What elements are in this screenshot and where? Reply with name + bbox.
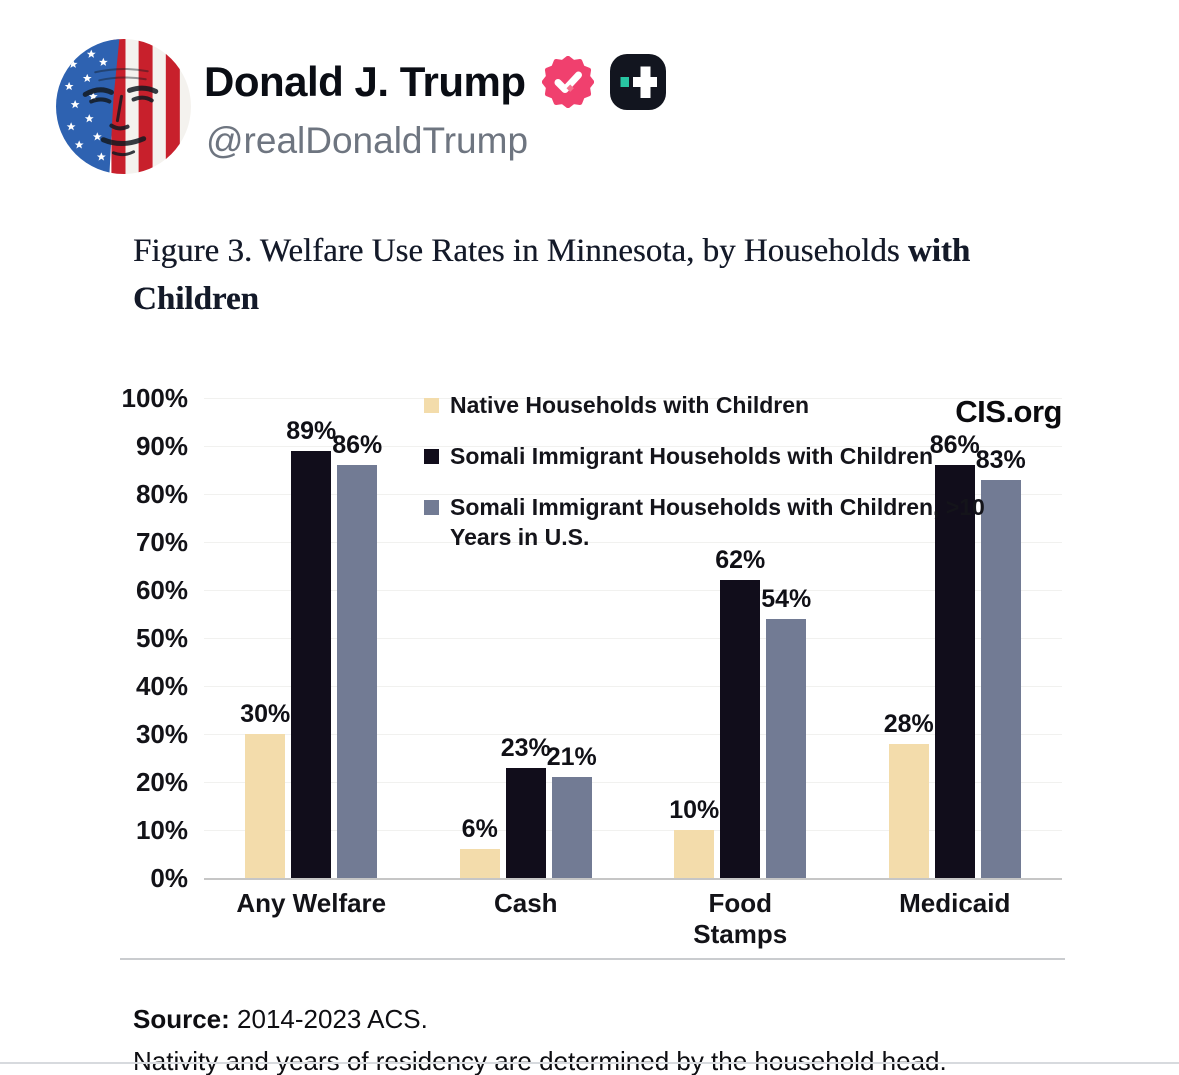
category-label: Cash (493, 888, 558, 918)
figure-title-bold: with Children (133, 233, 971, 317)
legend-item: Somali Immigrant Households with Childre… (424, 492, 985, 552)
author-name[interactable]: Donald J. Trump (204, 58, 526, 105)
category-label: Medicaid (899, 888, 1011, 918)
watermark: CIS.org (955, 394, 1062, 429)
gridline (204, 590, 1062, 591)
source-line: Source: 2014-2023 ACS. (133, 998, 947, 1040)
chart-legend: Native Households with Children Somali Im… (424, 390, 985, 573)
source-label: Source: (133, 1004, 230, 1034)
bar-value-label: 89% (286, 416, 337, 445)
bar-value-label: 6% (461, 815, 498, 844)
source-note: Nativity and years of residency are dete… (133, 1046, 947, 1075)
bar-value-label: 83% (975, 445, 1026, 474)
author-row: Donald J. Trump (204, 52, 666, 112)
y-tick-label: 40% (135, 671, 188, 701)
bar-value-label: 54% (761, 584, 812, 613)
y-axis: 100% 90% 80% 70% 60% 50% 40% 30% 20% 10% 0% (108, 383, 189, 893)
y-tick-label: 10% (135, 815, 188, 845)
bar-value-label: 86% (929, 431, 980, 460)
legend-swatch (424, 500, 439, 515)
gridline (204, 494, 1062, 495)
bar: 54% (761, 585, 811, 878)
y-tick-label: 0% (150, 863, 188, 893)
bar-value-label: 30% (240, 700, 291, 728)
gridline (204, 830, 1062, 831)
checkmark-icon (554, 71, 582, 93)
y-tick-label: 100% (121, 383, 189, 413)
post-divider (0, 1062, 1179, 1064)
gridline (204, 542, 1062, 543)
figure-divider (120, 958, 1065, 960)
truth-social-badge-icon (609, 54, 666, 110)
gridline (204, 638, 1062, 639)
bar-group: 30% 89% 86% (236, 417, 386, 878)
truth-teal-square (620, 77, 629, 87)
flag-face-avatar-image (56, 39, 191, 174)
verified-seal-edge (541, 56, 594, 108)
y-tick-label: 50% (135, 623, 188, 653)
legend-label: Native Households with Children (450, 392, 810, 418)
bar: 10% (669, 796, 719, 878)
bar-value-label: 10% (669, 796, 720, 824)
bar: 86% (332, 431, 382, 878)
legend-label: Somali Immigrant Households with Childre… (450, 494, 985, 550)
legend-swatch (424, 449, 439, 464)
legend-item: Somali Immigrant Households with Childre… (424, 441, 985, 471)
legend-label: Somali Immigrant Households with Childre… (450, 443, 934, 469)
bar: 30% (240, 700, 290, 878)
y-tick-label: 80% (135, 479, 188, 509)
figure-title: Figure 3. Welfare Use Rates in Minnesota… (133, 228, 1083, 324)
bar-groups: 30% 89% 86% 6% 23% 21% 10% 62% 54% 28% 86% 83% (204, 398, 1062, 878)
truth-plus-vertical (640, 66, 651, 98)
y-tick-label: 60% (135, 575, 188, 605)
bar: 62% (715, 546, 765, 878)
bar: 23% (501, 734, 551, 878)
bar: 89% (286, 417, 336, 878)
bar: 6% (459, 815, 500, 878)
gridline (204, 686, 1062, 687)
bar: 21% (547, 743, 597, 878)
gridline (204, 446, 1062, 447)
gridline (204, 782, 1062, 783)
y-tick-label: 30% (135, 719, 188, 749)
verified-badge-icon (541, 56, 594, 108)
figure-source: Source: 2014-2023 ACS. Nativity and year… (133, 998, 947, 1075)
bar-group: 10% 62% 54% (665, 546, 815, 878)
avatar[interactable] (55, 38, 192, 175)
plot-area: 30% 89% 86% 6% 23% 21% 10% 62% 54% 28% 86% 83% Nati… (204, 392, 1062, 880)
author-handle[interactable]: @realDonaldTrump (206, 120, 529, 161)
y-tick-label: 70% (135, 527, 188, 557)
category-label: Food Stamps (693, 888, 788, 949)
y-tick-label: 90% (135, 431, 188, 461)
category-label: Any Welfare (236, 888, 387, 918)
gridline (204, 734, 1062, 735)
gridline (204, 398, 1062, 399)
bar: 86% (930, 431, 980, 878)
bar-value-label: 28% (883, 709, 934, 738)
bar-value-label: 62% (715, 546, 766, 575)
legend-item: Native Households with Children (424, 390, 985, 420)
source-value: 2014-2023 ACS. (237, 1004, 428, 1034)
bar: 28% (884, 710, 934, 878)
category-labels: Any Welfare Cash Food Stamps Medicaid (204, 888, 1062, 950)
bar: 83% (976, 446, 1026, 878)
y-tick-label: 20% (135, 767, 188, 797)
bar-value-label: 21% (546, 743, 597, 772)
bar-group: 6% 23% 21% (451, 734, 601, 878)
bar-group: 28% 86% 83% (880, 431, 1030, 878)
bar-value-label: 23% (500, 733, 551, 762)
figure-title-regular: Figure 3. Welfare Use Rates in Minnesota… (133, 233, 900, 269)
legend-swatch (424, 398, 439, 413)
bar-value-label: 86% (332, 431, 383, 460)
